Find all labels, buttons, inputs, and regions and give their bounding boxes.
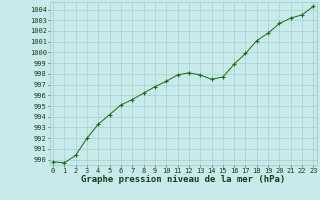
X-axis label: Graphe pression niveau de la mer (hPa): Graphe pression niveau de la mer (hPa) (81, 175, 285, 184)
